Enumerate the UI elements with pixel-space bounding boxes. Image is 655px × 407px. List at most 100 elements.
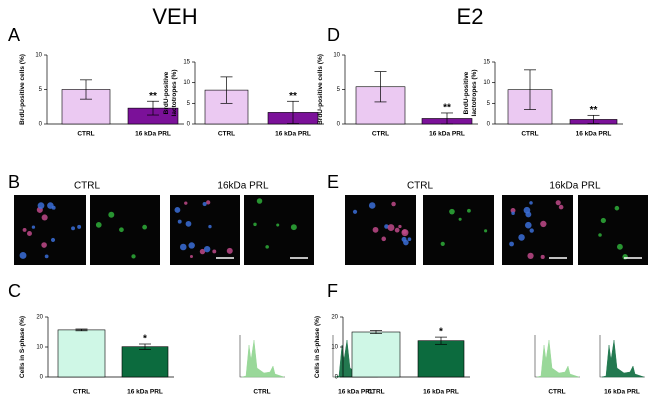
panel-letter: A xyxy=(8,25,20,45)
cell xyxy=(467,208,471,213)
cell xyxy=(352,209,358,214)
image-label: CTRL xyxy=(74,181,101,192)
histogram xyxy=(241,339,285,378)
y-tick-label: 10 xyxy=(483,80,490,86)
cell xyxy=(188,242,195,249)
y-tick-label: 5 xyxy=(337,87,341,93)
x-tick-label: CTRL xyxy=(218,131,235,138)
panel-letter: E xyxy=(327,172,339,192)
cell xyxy=(174,207,181,213)
cell xyxy=(614,205,620,211)
histogram-label: CTRL xyxy=(548,389,565,396)
y-tick-label: 0 xyxy=(39,122,43,128)
y-axis-label-line: Cells in S-phase (%) xyxy=(19,316,26,378)
y-axis-label-line: BrdU-positive xyxy=(463,71,470,114)
y-tick-label: 0 xyxy=(337,122,341,128)
cell xyxy=(22,227,27,232)
significance: * xyxy=(439,327,443,338)
x-tick-label: 16 kDa PRL xyxy=(429,131,465,138)
cell xyxy=(41,242,47,248)
cell xyxy=(398,224,402,229)
group-title: VEH xyxy=(152,4,197,29)
y-axis-label-line: lactotropes (%) xyxy=(471,70,478,117)
cell xyxy=(558,204,564,210)
cell xyxy=(256,198,263,204)
cell xyxy=(518,234,525,241)
cell xyxy=(449,208,455,215)
x-tick-label: CTRL xyxy=(521,131,538,138)
cell xyxy=(290,224,297,231)
y-tick-label: 5 xyxy=(487,101,491,107)
cell xyxy=(212,249,217,254)
cell xyxy=(529,228,534,233)
y-tick-label: 20 xyxy=(36,315,43,321)
cell xyxy=(387,224,395,232)
cell xyxy=(525,221,532,229)
x-tick-label: CTRL xyxy=(372,131,389,138)
histogram xyxy=(536,339,580,378)
micrograph xyxy=(423,195,494,265)
cell xyxy=(372,226,379,233)
cell xyxy=(203,245,211,253)
cell xyxy=(265,245,269,249)
y-axis-label: Cells in S-phase (%) xyxy=(19,316,26,378)
significance: ** xyxy=(443,103,451,114)
y-tick-label: 10 xyxy=(36,345,43,351)
y-tick-label: 5 xyxy=(187,101,191,107)
y-axis-label-line: lactotropes (%) xyxy=(171,70,178,117)
cell xyxy=(41,214,48,221)
group-title: E2 xyxy=(457,4,484,29)
y-tick-label: 10 xyxy=(331,345,338,351)
cell xyxy=(208,224,212,229)
cell xyxy=(511,211,515,215)
y-tick-label: 15 xyxy=(483,60,490,66)
cell xyxy=(368,202,376,209)
cell xyxy=(179,243,187,251)
significance: ** xyxy=(149,91,157,102)
cell xyxy=(523,206,531,214)
cell xyxy=(142,224,148,230)
cell xyxy=(184,201,188,205)
panel-letter: D xyxy=(327,25,340,45)
cell xyxy=(44,254,49,259)
y-tick-label: 15 xyxy=(183,60,190,66)
cell xyxy=(37,202,45,209)
y-tick-label: 0 xyxy=(487,122,491,128)
cell xyxy=(95,222,102,228)
image-label: 16kDa PRL xyxy=(217,181,269,192)
x-tick-label: 16 kDa PRL xyxy=(127,389,163,396)
y-tick-label: 0 xyxy=(187,122,191,128)
histogram-label: 16 kDa PRL xyxy=(604,389,640,396)
y-tick-label: 5 xyxy=(39,87,43,93)
cell xyxy=(202,201,207,207)
histogram xyxy=(601,339,645,378)
cell xyxy=(276,223,280,227)
y-axis-label: BrdU-positive cells (%) xyxy=(317,54,324,125)
cell xyxy=(401,236,407,242)
cell xyxy=(253,222,257,227)
cell xyxy=(381,236,387,242)
cell xyxy=(598,233,602,237)
cell xyxy=(177,219,182,224)
y-axis-label: BrdU-positivelactotropes (%) xyxy=(463,70,478,117)
y-tick-label: 0 xyxy=(335,375,339,381)
micrograph xyxy=(244,195,314,265)
cell xyxy=(206,200,211,205)
cell xyxy=(189,254,193,258)
histogram-label: CTRL xyxy=(253,389,270,396)
y-axis-label-line: BrdU-positive xyxy=(163,71,170,114)
y-axis-label: Cells in S-phase (%) xyxy=(314,316,321,378)
cell xyxy=(31,225,36,229)
bar xyxy=(417,340,465,378)
x-tick-label: CTRL xyxy=(77,131,94,138)
cell xyxy=(527,252,534,259)
cell xyxy=(27,231,32,236)
y-tick-label: 0 xyxy=(40,375,44,381)
x-tick-label: CTRL xyxy=(73,389,90,396)
x-tick-label: 16 kDa PRL xyxy=(135,131,171,138)
cell xyxy=(529,201,533,205)
y-tick-label: 10 xyxy=(35,53,42,59)
cell xyxy=(77,224,82,229)
cell xyxy=(226,247,233,254)
